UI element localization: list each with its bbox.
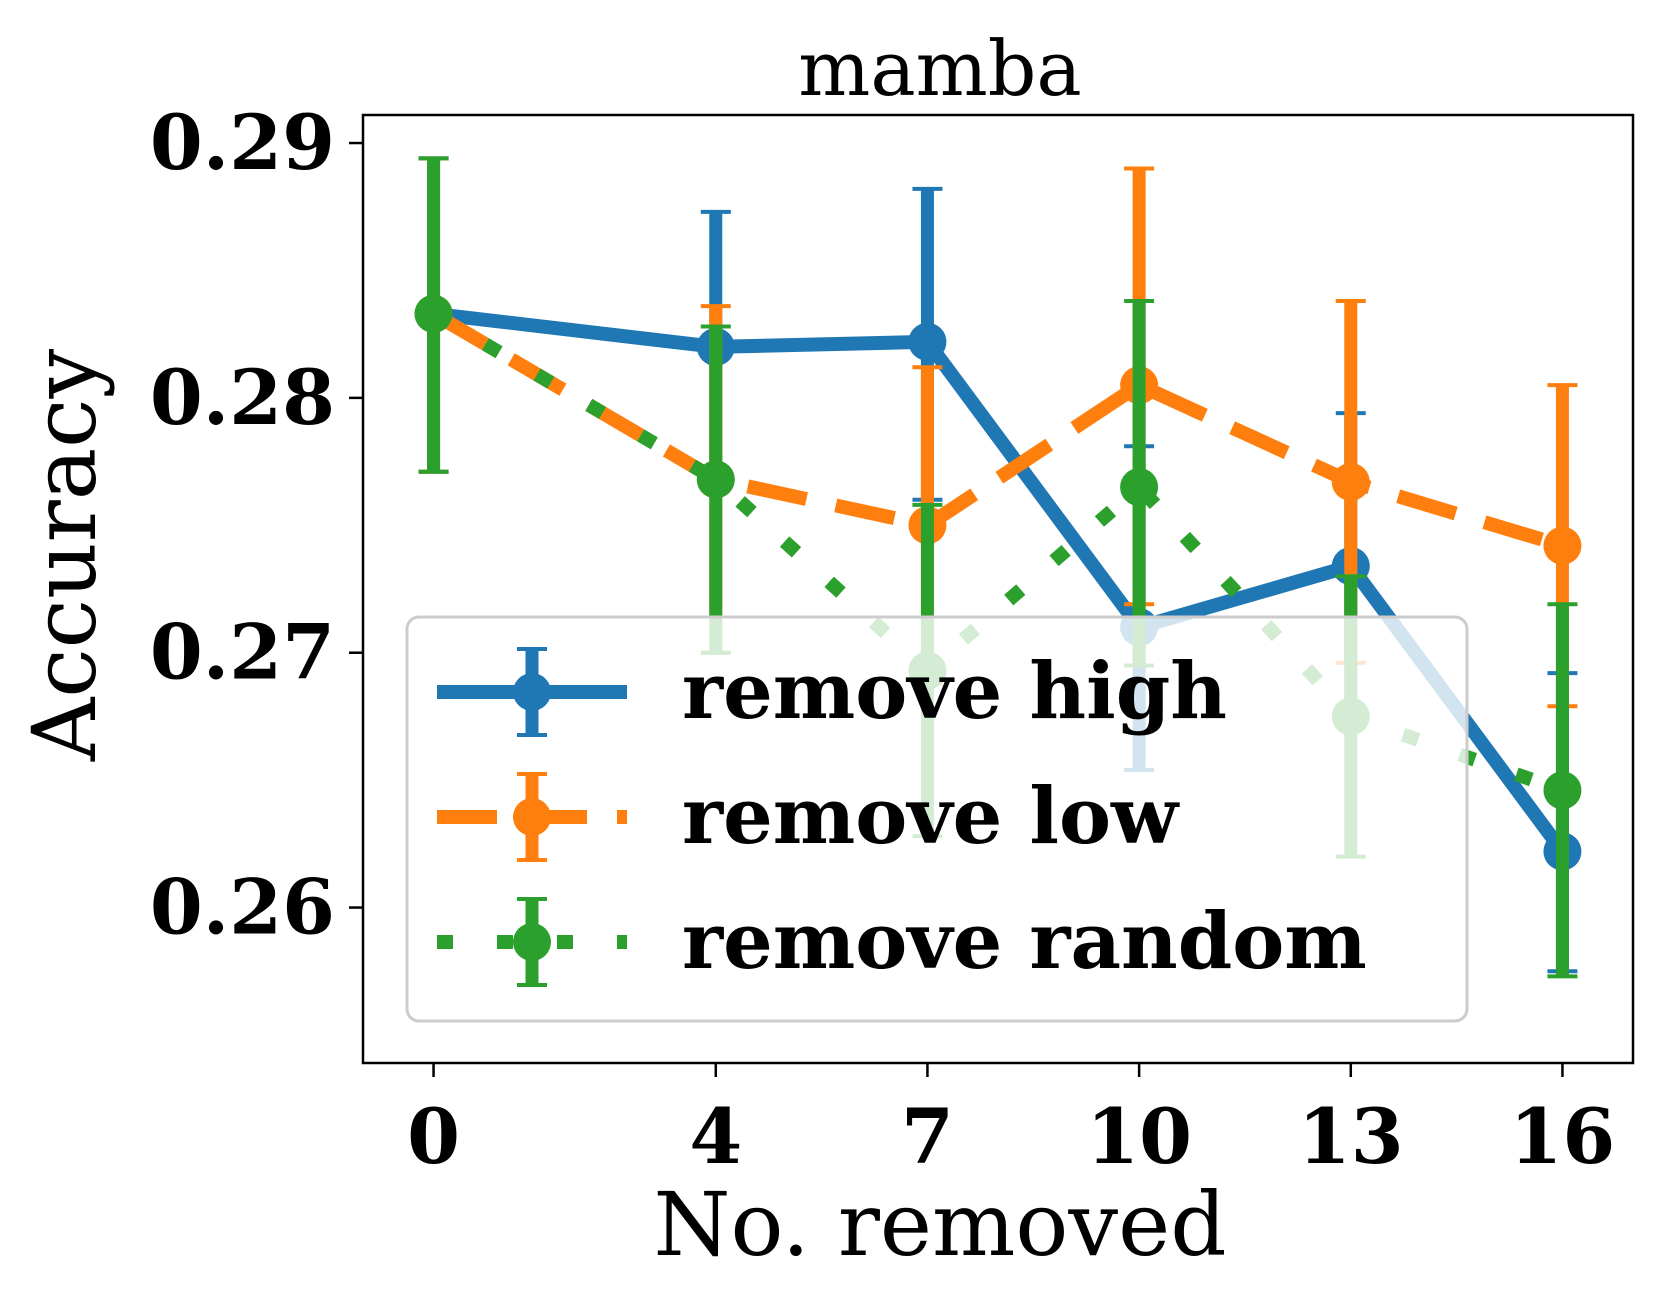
series-line — [432, 306, 1569, 856]
axis-ticks: 0 4 7 10 13 16 0.26 0.27 0.28 0.29 — [150, 98, 1615, 1181]
data-point — [1331, 462, 1370, 501]
series-line — [430, 307, 1565, 553]
legend-label: remove high — [682, 646, 1227, 737]
legend-marker — [513, 673, 551, 711]
x-tick-label: 13 — [1298, 1092, 1404, 1181]
chart-title: mamba — [798, 24, 1081, 113]
x-tick-label: 0 — [407, 1092, 460, 1181]
data-point — [908, 322, 947, 361]
x-tick-label: 10 — [1086, 1092, 1192, 1181]
legend-box — [405, 615, 1469, 1023]
data-point — [1543, 771, 1582, 810]
data-point — [414, 294, 453, 333]
y-tick-label: 0.29 — [150, 98, 335, 187]
y-tick-label: 0.27 — [150, 608, 335, 697]
x-tick-label: 4 — [689, 1092, 742, 1181]
data-point — [1120, 468, 1159, 507]
data-point — [1543, 526, 1582, 565]
legend-marker — [513, 923, 551, 961]
x-tick-label: 7 — [901, 1092, 954, 1181]
legend-label: remove random — [682, 896, 1367, 987]
y-tick-label: 0.28 — [150, 353, 335, 442]
legend-label: remove low — [682, 771, 1180, 862]
x-tick-label: 16 — [1510, 1092, 1616, 1181]
x-axis-label: No. removed — [653, 1173, 1226, 1276]
legend: remove high remove low remove random — [405, 615, 1469, 1023]
axes-frame — [361, 113, 1635, 1065]
y-axis-label: Accuracy — [13, 349, 116, 763]
legend-marker — [513, 798, 551, 836]
y-tick-label: 0.26 — [150, 863, 335, 952]
data-point — [696, 460, 735, 499]
